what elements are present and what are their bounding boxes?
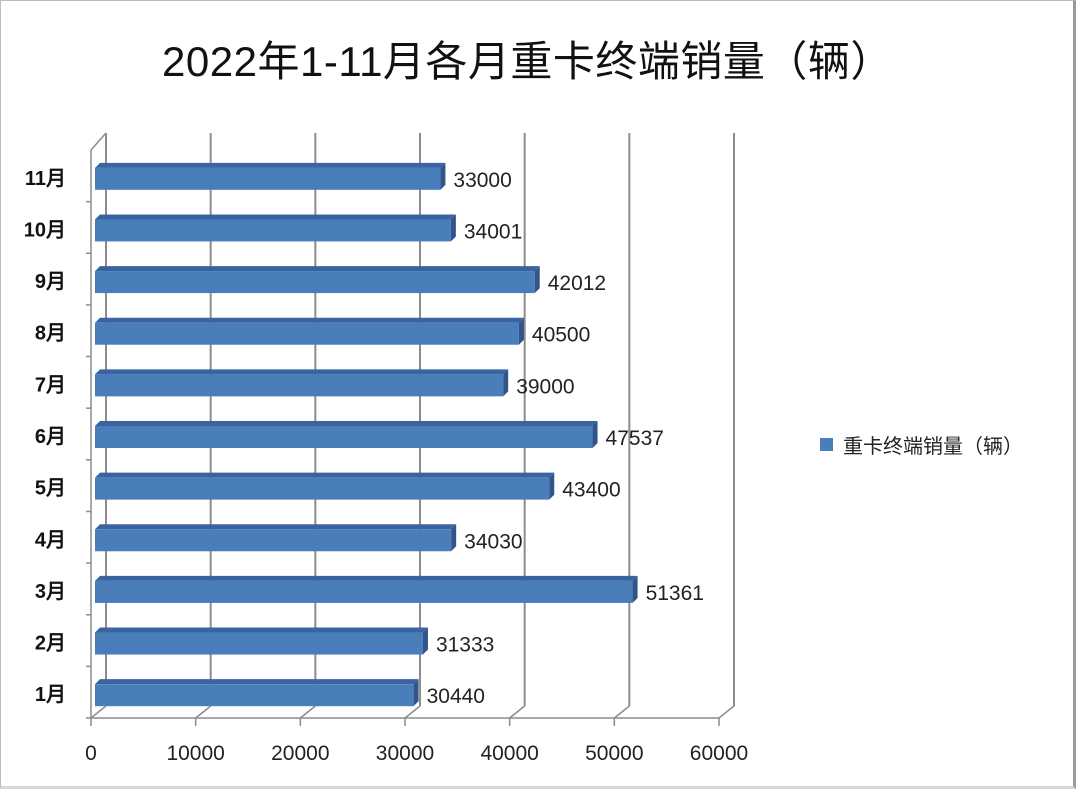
- bar: [95, 266, 540, 294]
- bar: [95, 524, 457, 552]
- data-label: 47537: [606, 427, 664, 450]
- bar: [95, 317, 524, 345]
- bar: [95, 369, 509, 397]
- data-label: 31333: [436, 634, 494, 657]
- y-category-label: 8月: [35, 323, 66, 345]
- y-category-label: 1月: [35, 684, 66, 706]
- data-label: 33000: [453, 169, 511, 192]
- data-label: 43400: [562, 479, 620, 502]
- x-tick-label: 40000: [480, 742, 538, 765]
- bar: [95, 162, 446, 190]
- chart-title: 2022年1-11月各月重卡终端销量（辆）: [162, 38, 893, 85]
- y-category-label: 9月: [35, 271, 66, 293]
- y-category-label: 11月: [25, 168, 66, 190]
- y-category-label: 2月: [35, 633, 66, 655]
- legend: 重卡终端销量（辆）: [820, 430, 1023, 459]
- y-category-label: 5月: [35, 478, 66, 500]
- bar: [95, 575, 638, 603]
- bar: [95, 214, 456, 242]
- legend-swatch: [820, 438, 833, 451]
- bar: [95, 679, 419, 707]
- y-category-label: 4月: [35, 529, 66, 551]
- y-category-label: 3月: [35, 581, 66, 603]
- bar: [95, 627, 428, 655]
- data-label: 30440: [427, 685, 485, 708]
- data-label: 34001: [464, 220, 522, 243]
- x-tick-label: 60000: [690, 742, 748, 765]
- legend-label: 重卡终端销量（辆）: [843, 436, 1023, 458]
- data-label: 40500: [532, 324, 590, 347]
- y-category-label: 10月: [24, 219, 66, 241]
- data-label: 39000: [516, 375, 574, 398]
- x-tick-label: 30000: [376, 742, 434, 765]
- y-category-label: 6月: [35, 426, 66, 448]
- x-tick-label: 50000: [585, 742, 643, 765]
- x-tick-label: 0: [85, 742, 97, 765]
- bar: [95, 421, 598, 448]
- y-category-label: 7月: [35, 374, 66, 396]
- bar: [95, 472, 555, 500]
- x-tick-label: 10000: [166, 742, 224, 765]
- data-label: 34030: [464, 530, 522, 553]
- data-label: 51361: [646, 582, 704, 605]
- x-tick-label: 20000: [271, 742, 329, 765]
- data-label: 42012: [548, 272, 606, 295]
